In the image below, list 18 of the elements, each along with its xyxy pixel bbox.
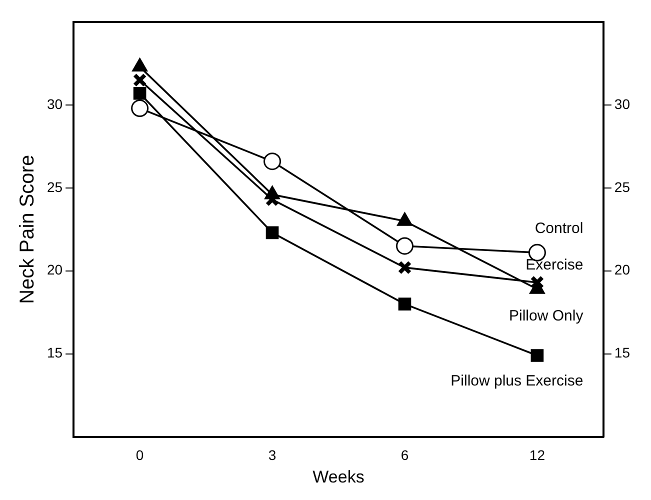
y2-tick-label: 20 (614, 262, 630, 278)
series-label: Exercise (526, 256, 584, 274)
series-label: Pillow plus Exercise (450, 372, 584, 390)
x-axis-title: Weeks (312, 467, 364, 486)
x-tick-label: 3 (268, 447, 276, 464)
y-tick-label: 15 (46, 344, 63, 361)
y-axis-title: Neck Pain Score (16, 154, 39, 304)
x-tick-label: 0 (136, 447, 144, 464)
x-tick-label: 6 (400, 447, 409, 464)
y2-tick-label: 30 (614, 96, 630, 112)
y2-tick-label: 25 (614, 178, 630, 195)
series-label: Control (534, 220, 584, 237)
x-tick-label: 12 (529, 447, 546, 464)
y2-tick-label: 15 (614, 344, 630, 361)
y-tick-label: 20 (46, 262, 63, 278)
y-tick-label: 30 (46, 96, 63, 112)
series-label: Pillow Only (509, 307, 584, 324)
y-tick-label: 25 (46, 178, 63, 195)
